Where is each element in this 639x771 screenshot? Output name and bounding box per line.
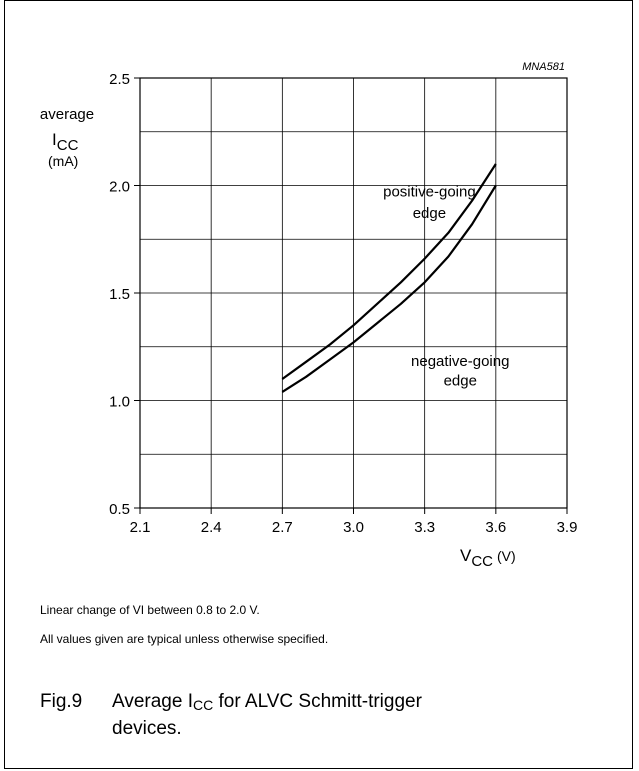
caption-line2: devices. (112, 718, 182, 739)
x-tick-label: 3.6 (485, 519, 506, 536)
series-label-line2: edge (444, 372, 477, 389)
caption-text-sub: CC (192, 697, 214, 713)
figure-caption: Fig.9 Average ICC for ALVC Schmitt-trigge… (40, 690, 422, 741)
y-axis-label-line1: average (40, 106, 94, 123)
caption-text-before: Average I (112, 691, 193, 712)
x-tick-label: 2.1 (130, 519, 151, 536)
series-line-negative-going (281, 184, 497, 393)
y-tick-label: 0.5 (109, 501, 130, 518)
figure-code: MNA581 (522, 61, 565, 73)
y-axis-label-unit: (mA) (48, 153, 78, 169)
chart: 2.1 2.4 2.7 3.0 3.3 3.6 3.9 0.5 1.0 1.5 2.0 2.5 pos… (40, 61, 578, 570)
x-tick-label: 3.9 (557, 519, 578, 536)
figure-number: Fig.9 (40, 691, 83, 712)
chart-grid (139, 77, 568, 509)
footnote-2: All values given are typical unless othe… (40, 632, 329, 646)
y-tick-label: 1.0 (109, 394, 130, 411)
x-tick-label: 2.7 (272, 519, 293, 536)
y-axis-label-quantity: ICC (52, 130, 79, 154)
footnote-1: Linear change of VI between 0.8 to 2.0 V… (40, 603, 260, 617)
series-label-line1: negative-going (411, 353, 509, 370)
y-tick-label: 2.0 (109, 179, 130, 196)
figure-frame (4, 0, 633, 769)
x-axis-label: VCC (V) (460, 546, 516, 570)
y-tick-label: 1.5 (109, 286, 130, 303)
series-label-line2: edge (413, 205, 446, 222)
x-tick-label: 2.4 (201, 519, 222, 536)
x-tick-label: 3.3 (414, 519, 435, 536)
series-line-positive-going (281, 163, 497, 380)
x-tick-label: 3.0 (343, 519, 364, 536)
series-label-line1: positive-going (383, 183, 476, 200)
y-tick-label: 2.5 (109, 71, 130, 88)
caption-text-after: for ALVC Schmitt-trigger (213, 691, 422, 712)
